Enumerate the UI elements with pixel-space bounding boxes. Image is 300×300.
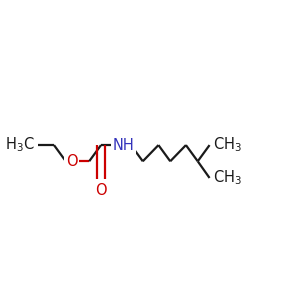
- Text: O: O: [66, 154, 77, 169]
- Text: NH: NH: [113, 138, 134, 153]
- Text: H$_3$C: H$_3$C: [4, 136, 34, 154]
- Text: CH$_3$: CH$_3$: [213, 136, 242, 154]
- Text: O: O: [95, 183, 107, 198]
- Text: CH$_3$: CH$_3$: [213, 169, 242, 187]
